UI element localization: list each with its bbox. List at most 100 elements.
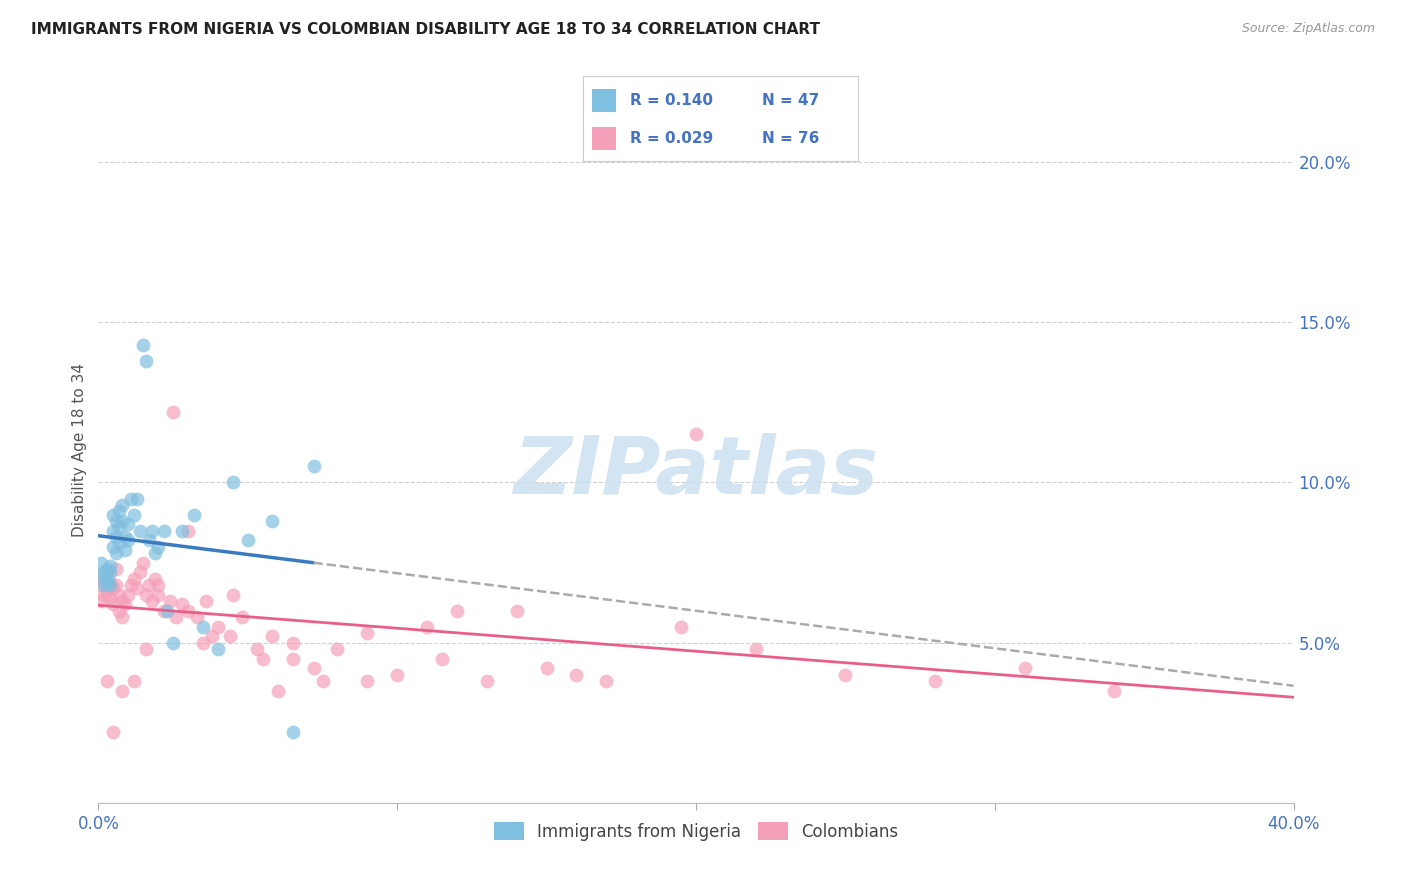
Point: [111, 498, 134, 512]
Point: [231, 610, 253, 624]
Point: [172, 597, 194, 611]
Point: [108, 588, 131, 602]
Point: [108, 504, 131, 518]
Point: [103, 540, 125, 554]
Point: [129, 524, 152, 538]
Text: N = 76: N = 76: [762, 131, 820, 146]
Point: [103, 508, 125, 522]
Point: [565, 667, 588, 681]
Point: [143, 546, 166, 560]
Point: [385, 667, 409, 681]
Point: [90, 568, 112, 582]
Point: [172, 524, 194, 538]
Point: [103, 524, 125, 538]
Point: [153, 524, 176, 538]
Text: IMMIGRANTS FROM NIGERIA VS COLOMBIAN DISABILITY AGE 18 TO 34 CORRELATION CHART: IMMIGRANTS FROM NIGERIA VS COLOMBIAN DIS…: [31, 22, 820, 37]
Point: [207, 619, 229, 633]
Point: [138, 533, 160, 548]
Point: [111, 683, 134, 698]
Point: [191, 635, 214, 649]
Point: [96, 562, 118, 576]
Point: [111, 594, 134, 608]
Point: [143, 572, 166, 586]
Point: [105, 546, 128, 560]
Y-axis label: Disability Age 18 to 34: Disability Age 18 to 34: [72, 363, 87, 538]
Point: [103, 725, 125, 739]
Point: [153, 604, 176, 618]
Point: [159, 594, 181, 608]
Point: [132, 338, 155, 352]
Point: [191, 619, 214, 633]
Point: [302, 661, 325, 675]
Point: [281, 725, 304, 739]
Point: [356, 674, 378, 689]
Point: [260, 514, 283, 528]
Point: [124, 572, 146, 586]
Bar: [592, 88, 616, 112]
Point: [93, 578, 115, 592]
Point: [148, 588, 170, 602]
Point: [90, 556, 112, 570]
Bar: [592, 127, 616, 151]
Text: R = 0.029: R = 0.029: [630, 131, 713, 146]
Point: [595, 674, 617, 689]
Point: [834, 667, 856, 681]
Point: [120, 578, 142, 592]
Text: Source: ZipAtlas.com: Source: ZipAtlas.com: [1241, 22, 1375, 36]
Text: N = 47: N = 47: [762, 93, 818, 108]
Point: [127, 491, 149, 506]
Point: [138, 578, 160, 592]
Point: [416, 619, 439, 633]
Point: [236, 533, 259, 548]
Point: [745, 642, 768, 657]
Point: [201, 629, 224, 643]
Point: [162, 405, 184, 419]
Point: [90, 594, 112, 608]
Point: [141, 524, 163, 538]
Point: [117, 588, 139, 602]
Point: [135, 353, 157, 368]
Point: [219, 629, 242, 643]
Point: [111, 610, 134, 624]
Point: [93, 588, 115, 602]
Point: [96, 584, 118, 599]
Point: [177, 524, 200, 538]
Point: [536, 661, 558, 675]
Point: [96, 565, 118, 579]
Point: [311, 674, 333, 689]
Point: [103, 597, 125, 611]
Point: [98, 558, 122, 573]
Point: [93, 572, 115, 586]
Point: [98, 574, 122, 589]
Point: [222, 588, 245, 602]
Point: [148, 540, 170, 554]
Point: [195, 594, 218, 608]
Point: [124, 508, 146, 522]
Point: [96, 572, 118, 586]
Point: [222, 475, 245, 490]
Point: [685, 427, 707, 442]
Point: [117, 533, 139, 548]
Point: [267, 683, 290, 698]
Point: [120, 491, 142, 506]
Point: [177, 604, 200, 618]
Point: [141, 594, 163, 608]
Point: [127, 581, 149, 595]
Point: [108, 604, 131, 618]
Point: [135, 588, 157, 602]
Point: [924, 674, 946, 689]
Point: [669, 619, 692, 633]
Point: [162, 635, 184, 649]
Point: [98, 565, 122, 579]
Point: [1014, 661, 1036, 675]
Point: [156, 604, 179, 618]
Point: [302, 459, 325, 474]
Point: [281, 635, 304, 649]
Point: [105, 562, 128, 576]
Point: [506, 604, 529, 618]
Point: [281, 651, 304, 665]
Point: [93, 565, 115, 579]
Legend: Immigrants from Nigeria, Colombians: Immigrants from Nigeria, Colombians: [486, 816, 905, 847]
Text: R = 0.140: R = 0.140: [630, 93, 713, 108]
Point: [260, 629, 283, 643]
